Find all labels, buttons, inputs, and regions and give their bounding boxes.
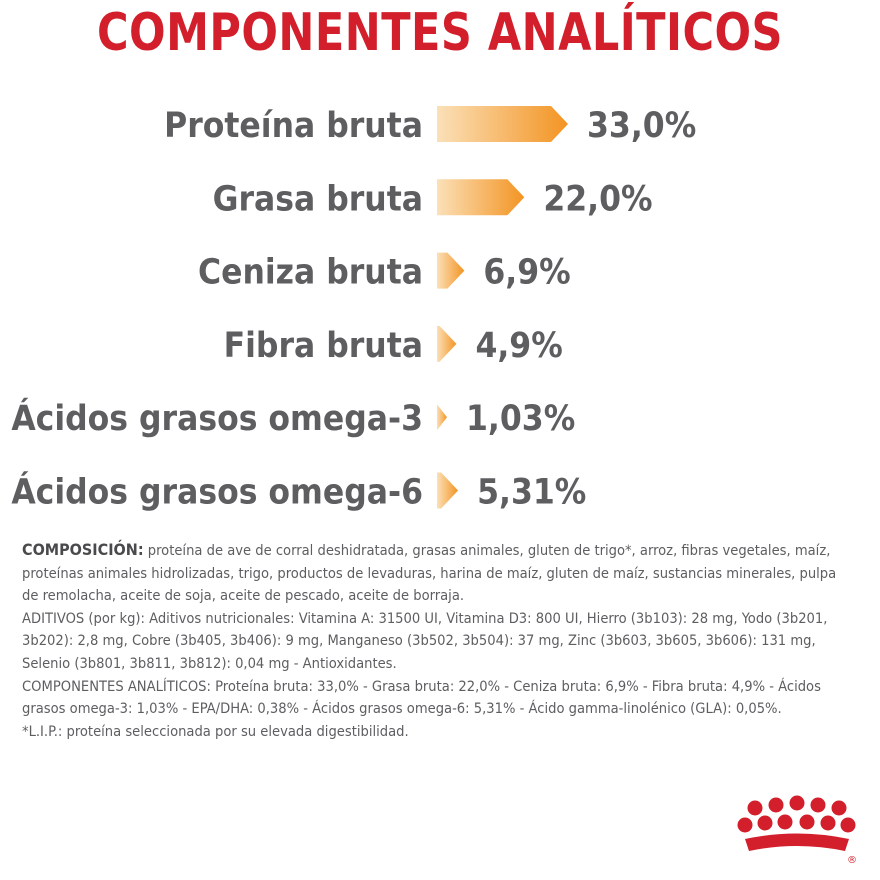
composition-paragraph: COMPOSICIÓN: proteína de ave de corral d… xyxy=(22,539,852,608)
bar-6 xyxy=(437,472,459,509)
category-label: Ceniza bruta xyxy=(198,253,423,293)
bar-4 xyxy=(437,325,457,362)
value-label: 22,0% xyxy=(543,179,652,219)
value-label: 6,9% xyxy=(483,253,570,293)
composition-text: COMPOSICIÓN: proteína de ave de corral d… xyxy=(22,539,852,743)
bar-2 xyxy=(437,179,525,216)
composition-heading: COMPOSICIÓN: xyxy=(22,540,144,559)
chart-title: COMPONENTES ANALÍTICOS xyxy=(96,3,784,63)
value-label: 1,03% xyxy=(466,399,575,439)
composition-ingredients: proteína de ave de corral deshidratada, … xyxy=(22,542,837,605)
registered-mark: ® xyxy=(847,855,857,866)
category-label: Ácidos grasos omega-6 xyxy=(11,471,423,513)
value-label: 5,31% xyxy=(477,473,586,513)
value-label: 4,9% xyxy=(475,326,562,366)
analytical-paragraph: COMPONENTES ANALÍTICOS: Proteína bruta: … xyxy=(22,677,821,718)
additives-paragraph: ADITIVOS (por kg): Aditivos nutricionale… xyxy=(22,609,828,672)
value-label: 33,0% xyxy=(587,106,696,146)
bar-5 xyxy=(437,404,447,431)
nutrient-bar-chart: Proteína bruta 33,0% Grasa bruta 22,0% Ceniz… xyxy=(11,106,696,513)
category-label: Ácidos grasos omega-3 xyxy=(11,397,423,439)
category-label: Fibra bruta xyxy=(224,326,423,366)
bar-1 xyxy=(437,106,569,142)
category-label: Proteína bruta xyxy=(164,106,423,146)
bar-3 xyxy=(437,252,465,289)
footnote: *L.I.P.: proteína seleccionada por su el… xyxy=(22,722,409,740)
crown-icon: ® xyxy=(737,795,857,866)
category-label: Grasa bruta xyxy=(213,179,423,219)
